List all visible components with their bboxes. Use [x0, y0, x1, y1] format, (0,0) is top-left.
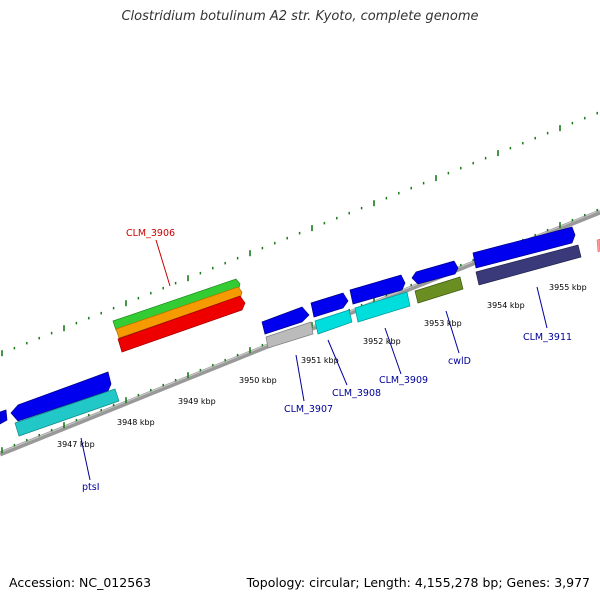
leader-3907	[295, 354, 305, 402]
gene-label-clm3911[interactable]: CLM_3911	[523, 332, 572, 343]
kbp-label-3950: 3950 kbp	[239, 376, 277, 385]
gene-label-clm3906[interactable]: CLM_3906	[126, 228, 175, 239]
cds-3908[interactable]	[310, 292, 349, 318]
feature-3908[interactable]	[314, 309, 353, 335]
feature-orange-bar[interactable]	[115, 286, 243, 339]
feature-3907[interactable]	[265, 321, 314, 349]
gene-label-clm3908[interactable]: CLM_3908	[332, 388, 381, 399]
kbp-label-3954: 3954 kbp	[487, 301, 525, 310]
gene-label-clm3909[interactable]: CLM_3909	[379, 375, 428, 386]
kbp-label-3948: 3948 kbp	[117, 418, 155, 427]
kbp-label-3951: 3951 kbp	[301, 356, 339, 365]
kbp-label-3955: 3955 kbp	[549, 283, 587, 292]
feature-cwlD[interactable]	[414, 276, 464, 304]
features	[0, 226, 600, 437]
cds-3911[interactable]	[472, 226, 576, 269]
feature-3911[interactable]	[475, 244, 582, 286]
leader-ptsI	[80, 437, 91, 481]
feature-3909[interactable]	[354, 291, 411, 323]
feature-edge-partial[interactable]	[596, 238, 600, 253]
genome-summary-text: Topology: circular; Length: 4,155,278 bp…	[246, 575, 590, 590]
cds-3907[interactable]	[261, 306, 310, 335]
gene-label-cwld[interactable]: cwlD	[448, 356, 471, 367]
feature-green-bar[interactable]	[112, 278, 241, 331]
accession-text: Accession: NC_012563	[9, 575, 152, 590]
kbp-label-3947: 3947 kbp	[57, 440, 95, 449]
gene-labels: CLM_3906 ptsI CLM_3907 CLM_3908 CLM_3909…	[82, 228, 572, 493]
leader-cwlD	[445, 310, 460, 354]
kbp-label-3952: 3952 kbp	[363, 337, 401, 346]
cds-ptsI-adjacent[interactable]	[10, 371, 112, 422]
gene-label-ptsi[interactable]: ptsI	[82, 482, 100, 493]
leader-3908	[327, 339, 348, 386]
cds-3909[interactable]	[349, 274, 406, 305]
kbp-labels: 3947 kbp 3948 kbp 3949 kbp 3950 kbp 3951…	[57, 283, 587, 449]
leader-3911	[536, 286, 548, 329]
label-leader-lines	[80, 239, 548, 481]
cds-left-partial[interactable]	[0, 409, 8, 425]
cds-cwlD[interactable]	[411, 260, 459, 285]
map-title: Clostridium botulinum A2 str. Kyoto, com…	[121, 9, 479, 24]
leader-3906	[155, 239, 171, 287]
gene-label-clm3907[interactable]: CLM_3907	[284, 404, 333, 415]
feature-red-bar[interactable]	[117, 295, 246, 353]
kbp-label-3949: 3949 kbp	[178, 397, 216, 406]
leader-3909	[384, 327, 402, 375]
feature-ptsI[interactable]	[14, 388, 120, 437]
kbp-label-3953: 3953 kbp	[424, 319, 462, 328]
